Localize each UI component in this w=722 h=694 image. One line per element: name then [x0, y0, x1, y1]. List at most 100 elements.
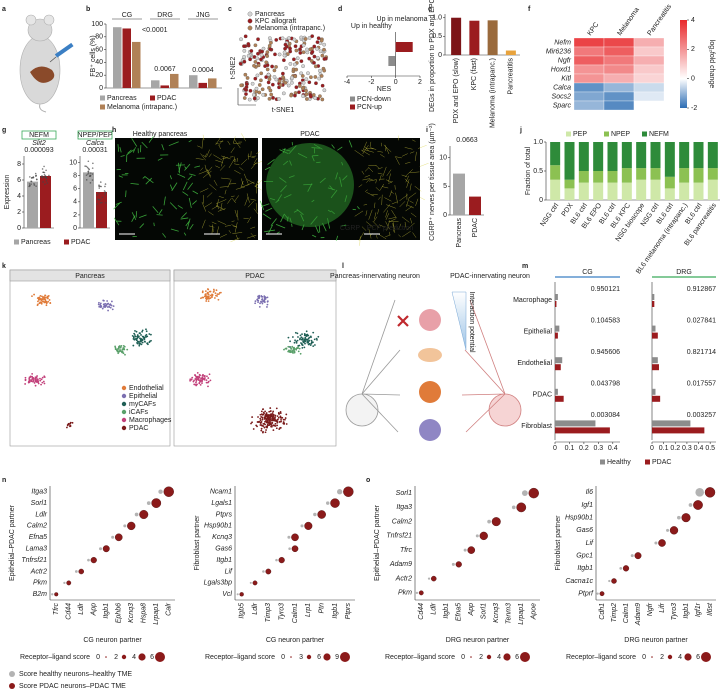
jitter-point	[84, 165, 86, 167]
umap-point	[275, 427, 278, 430]
dot-healthy	[463, 548, 467, 552]
umap-point	[265, 420, 268, 423]
pancreas-tumour	[30, 66, 55, 83]
tsne-point	[265, 54, 270, 58]
umap-point	[279, 420, 282, 423]
bar	[652, 395, 661, 402]
x-tick-label: Itgb1	[443, 603, 450, 619]
umap-point	[291, 336, 294, 338]
umap-point	[263, 426, 266, 429]
umap-point	[304, 340, 307, 343]
stain-fibre	[233, 156, 235, 161]
note: Up in healthy	[351, 23, 392, 30]
jitter-point	[91, 167, 94, 169]
colorbar-tick-label: -2	[691, 105, 697, 112]
x-tick-label: 2	[418, 79, 422, 86]
x-tick-label: Cdh1	[599, 603, 606, 620]
stain-fibre	[363, 204, 368, 206]
panel-letter: k	[2, 263, 6, 270]
legend-label: Score PDAC neurons–PDAC TME	[19, 683, 126, 690]
tsne-point	[268, 47, 273, 52]
umap-point	[141, 329, 144, 332]
umap-point	[109, 306, 112, 309]
umap-point	[274, 414, 277, 417]
y-tick-label: 10	[69, 159, 77, 166]
umap-point	[117, 352, 120, 355]
umap-point	[266, 426, 268, 429]
bar	[652, 301, 655, 307]
legend-swatch	[350, 96, 355, 102]
umap-point	[271, 412, 274, 414]
umap-point	[134, 329, 136, 332]
y-axis-label: Expression	[4, 175, 11, 210]
stain-fibre	[371, 194, 378, 196]
bar-segment	[564, 142, 575, 180]
interaction-wedge	[451, 291, 467, 351]
tsne-point	[247, 97, 252, 102]
tsne-point	[310, 34, 315, 39]
tsne-point	[322, 42, 326, 47]
umap-point	[206, 375, 208, 378]
stain-fibre	[406, 222, 415, 231]
umap-point	[298, 344, 301, 347]
heatmap-cell	[573, 55, 605, 66]
stain-fibre	[217, 140, 224, 146]
umap-point	[257, 299, 260, 302]
y-tick-label: 8	[17, 161, 21, 168]
stain-fibre	[265, 207, 273, 212]
legend-label: Macrophages	[129, 417, 172, 424]
bar	[27, 181, 38, 228]
row-label: Nefm	[554, 39, 571, 46]
stain-fibre	[359, 236, 361, 246]
tumour-region	[266, 143, 354, 227]
umap-point	[203, 378, 206, 381]
stain-fibre	[202, 170, 212, 178]
dot-healthy	[249, 581, 252, 584]
bar-segment	[636, 179, 647, 200]
jitter-point	[41, 168, 44, 170]
image-title: Healthy pancreas	[133, 131, 188, 138]
stain-fibre	[221, 177, 231, 180]
umap-point	[205, 381, 208, 384]
bar	[555, 388, 558, 395]
bar-segment	[593, 171, 604, 183]
y-tick-label: Il6	[586, 489, 594, 496]
header-box	[21, 130, 57, 140]
stain-fibre	[188, 139, 192, 143]
bar	[652, 364, 659, 371]
umap-point	[40, 383, 42, 386]
umap-point	[44, 294, 46, 297]
umap-point	[138, 332, 141, 335]
stain-fibre	[206, 166, 213, 174]
umap-point	[45, 301, 48, 304]
umap-point	[306, 333, 309, 336]
umap-point	[310, 342, 313, 345]
umap-point	[119, 346, 122, 349]
stain-fibre	[201, 201, 207, 212]
stain-fibre	[204, 202, 213, 208]
stain-fibre	[419, 197, 426, 201]
size-legend-label: 6	[317, 654, 321, 661]
x-tick-label: Kcnq3	[128, 603, 135, 623]
stain-fibre	[200, 188, 209, 193]
bar	[652, 294, 655, 300]
umap-point	[42, 300, 45, 303]
y-axis-label: t-SNE2	[230, 57, 237, 80]
tsne-point	[274, 77, 279, 82]
umap-point	[251, 421, 253, 424]
y-tick-label: 0	[99, 85, 103, 92]
x-tick-label: -4	[344, 79, 350, 86]
bar-segment	[550, 142, 561, 166]
umap-point	[256, 421, 259, 423]
size-legend-title: Receptor–ligand score	[566, 654, 636, 661]
umap-point	[118, 345, 120, 348]
bar-segment	[650, 142, 661, 169]
umap-point	[207, 300, 210, 303]
legend-swatch	[600, 459, 605, 465]
umap-point	[303, 346, 306, 349]
legend-swatch	[121, 401, 127, 407]
jitter-point	[28, 183, 31, 185]
stain-fibre	[384, 197, 392, 202]
bar-segment	[593, 142, 604, 171]
bar-segment	[578, 171, 589, 183]
